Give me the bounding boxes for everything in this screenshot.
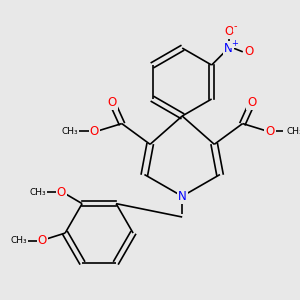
Text: CH₃: CH₃ [11,236,27,245]
Text: CH₃: CH₃ [61,127,78,136]
Text: O: O [245,45,254,58]
Text: +: + [231,39,238,48]
Text: N: N [178,190,187,203]
Text: O: O [38,234,47,247]
Text: CH₃: CH₃ [286,127,300,136]
Text: O: O [266,124,274,138]
Text: O: O [90,124,99,138]
Text: N: N [224,41,233,55]
Text: O: O [248,96,257,109]
Text: O: O [57,186,66,199]
Text: O: O [108,96,117,109]
Text: CH₃: CH₃ [29,188,46,197]
Text: -: - [233,21,237,31]
Text: O: O [224,25,233,38]
